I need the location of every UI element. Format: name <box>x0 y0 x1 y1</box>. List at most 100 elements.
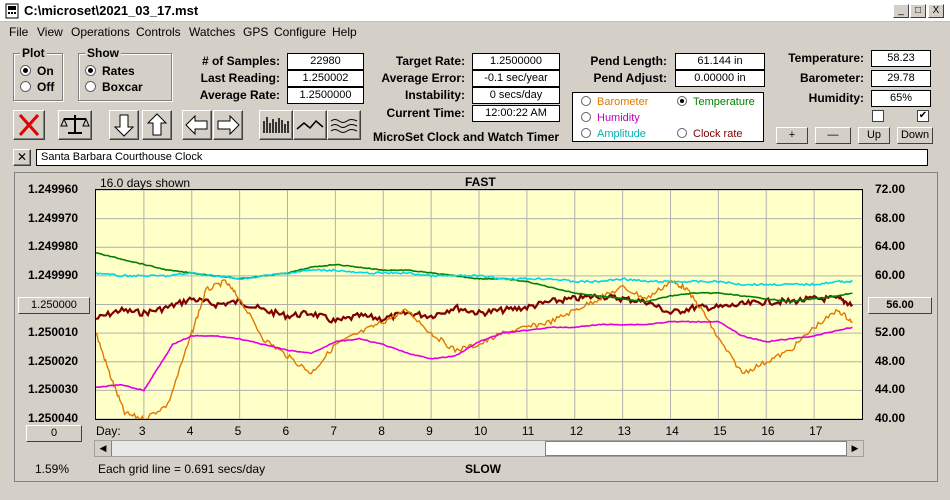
barometer-field: 29.78 <box>871 70 931 87</box>
x-tick-label: 11 <box>521 424 535 438</box>
plot-on-radio[interactable]: On <box>20 64 54 78</box>
up-button[interactable]: Up <box>858 127 890 144</box>
series-temperature <box>95 252 853 303</box>
channel-amplitude-radio[interactable]: Amplitude <box>581 128 646 140</box>
wave-view-button[interactable] <box>327 110 361 140</box>
current-time-field: 12:00:22 AM <box>472 105 560 122</box>
arrow-down-icon <box>113 114 135 137</box>
menu-view[interactable]: View <box>37 25 63 39</box>
menu-gps[interactable]: GPS <box>243 25 269 39</box>
right-tick-label: 48.00 <box>875 353 906 368</box>
x-tick-label: 10 <box>474 424 488 438</box>
arrow-up-icon <box>146 113 168 136</box>
channel-barometer-label: Barometer <box>597 96 649 108</box>
x-tick-label: 6 <box>282 424 290 438</box>
current-time-label: Current Time: <box>386 106 465 120</box>
app-icon <box>5 3 19 19</box>
close-icon: ✕ <box>16 150 28 164</box>
channel-temperature-label: Temperature <box>693 96 755 108</box>
left-tick-label: 1.250010 <box>28 325 79 340</box>
menu-file[interactable]: File <box>9 25 29 39</box>
down-button[interactable]: Down <box>897 127 933 144</box>
balance-button[interactable] <box>58 110 92 140</box>
scroll-right-arrow[interactable]: ▶ <box>846 441 863 456</box>
scroll-left-arrow[interactable]: ◀ <box>95 441 112 456</box>
arrow-right-button[interactable] <box>213 110 243 140</box>
plot-frame <box>14 172 938 482</box>
pend-adjust-field[interactable]: 0.00000 in <box>675 70 765 87</box>
channel-barometer-radio[interactable]: Barometer <box>581 96 648 108</box>
slow-label: SLOW <box>465 462 501 476</box>
show-boxcar-radio[interactable]: Boxcar <box>85 80 143 94</box>
menu-configure[interactable]: Configure <box>274 25 327 39</box>
instability-label: Instability: <box>404 88 465 102</box>
last-reading-label: Last Reading: <box>200 71 280 85</box>
radio-empty-icon <box>677 128 687 138</box>
last-reading-field: 1.250002 <box>287 70 364 87</box>
menu-help[interactable]: Help <box>332 25 357 39</box>
radio-empty-icon <box>20 81 31 92</box>
show-group: Show <box>78 46 172 101</box>
x-tick-label: 13 <box>617 424 631 438</box>
pend-length-field: 61.144 in <box>675 53 765 70</box>
arrow-down-button[interactable] <box>109 110 139 140</box>
close-button[interactable]: X <box>928 4 944 18</box>
line-graph-icon <box>296 119 324 130</box>
grid-note-label: Each grid line = 0.691 secs/day <box>98 462 266 476</box>
plot-off-radio[interactable]: Off <box>20 80 54 94</box>
right-value-box[interactable]: 56.00 <box>868 297 932 314</box>
balance-scale-icon <box>60 115 90 134</box>
plot-on-label: On <box>37 64 54 78</box>
right-tick-label: 44.00 <box>875 382 906 397</box>
plot-group-title: Plot <box>20 46 47 60</box>
average-rate-field: 1.2500000 <box>287 87 364 104</box>
right-tick-label: 40.00 <box>875 411 906 425</box>
barometer-label: Barometer: <box>799 71 864 85</box>
menu-operations[interactable]: Operations <box>71 25 130 39</box>
channel-clockrate-radio[interactable]: Clock rate <box>677 128 743 140</box>
minus-button[interactable]: — <box>815 127 851 144</box>
minimize-button[interactable]: _ <box>893 4 909 18</box>
x-tick-label: 4 <box>186 424 194 438</box>
clock-name-field[interactable]: Santa Barbara Courthouse Clock <box>36 149 928 166</box>
scroll-thumb[interactable] <box>545 441 847 456</box>
line-view-button[interactable] <box>293 110 327 140</box>
checkmark-icon: ✔ <box>918 110 928 121</box>
x-tick-label: 3 <box>138 424 146 438</box>
target-rate-field[interactable]: 1.2500000 <box>472 53 560 70</box>
app-caption: MicroSet Clock and Watch Timer <box>373 130 560 144</box>
x-tick-label: 12 <box>569 424 584 438</box>
channel-humidity-radio[interactable]: Humidity <box>581 112 640 124</box>
checkbox-left[interactable] <box>872 110 884 122</box>
horizontal-scrollbar[interactable]: ◀ ▶ <box>94 440 864 457</box>
left-bottom-box[interactable]: 0 <box>26 425 82 442</box>
menu-controls[interactable]: Controls <box>136 25 181 39</box>
arrow-up-button[interactable] <box>142 110 172 140</box>
plus-button[interactable]: + <box>776 127 808 144</box>
right-tick-label: 64.00 <box>875 239 906 254</box>
checkbox-right[interactable]: ✔ <box>917 110 929 122</box>
bars-view-button[interactable] <box>259 110 293 140</box>
right-tick-label: 52.00 <box>875 325 906 340</box>
humidity-field: 65% <box>871 90 931 107</box>
chart-svg <box>95 189 862 423</box>
left-value-box[interactable]: 1.250000 <box>18 297 90 314</box>
channel-temperature-radio[interactable]: Temperature <box>677 96 755 108</box>
stop-button[interactable] <box>13 110 45 140</box>
channel-clockrate-label: Clock rate <box>693 128 743 140</box>
arrow-right-icon <box>217 114 240 136</box>
x-tick-label: 9 <box>426 424 433 438</box>
menu-watches[interactable]: Watches <box>189 25 236 39</box>
arrow-left-button[interactable] <box>182 110 212 140</box>
x-tick-label: 16 <box>761 424 775 438</box>
show-rates-radio[interactable]: Rates <box>85 64 135 78</box>
percent-label: 1.59% <box>35 462 70 476</box>
radio-selected-icon <box>85 65 96 76</box>
maximize-button[interactable]: □ <box>910 4 926 18</box>
red-x-icon <box>18 113 40 137</box>
clear-clock-button[interactable]: ✕ <box>13 149 31 166</box>
channel-selector: Barometer Temperature Humidity Amplitude… <box>572 92 764 142</box>
title-bar: C:\microset\2021_03_17.mst _ □ X <box>0 0 950 22</box>
x-tick-label: 5 <box>234 424 242 438</box>
x-axis-title: Day: <box>96 424 121 438</box>
